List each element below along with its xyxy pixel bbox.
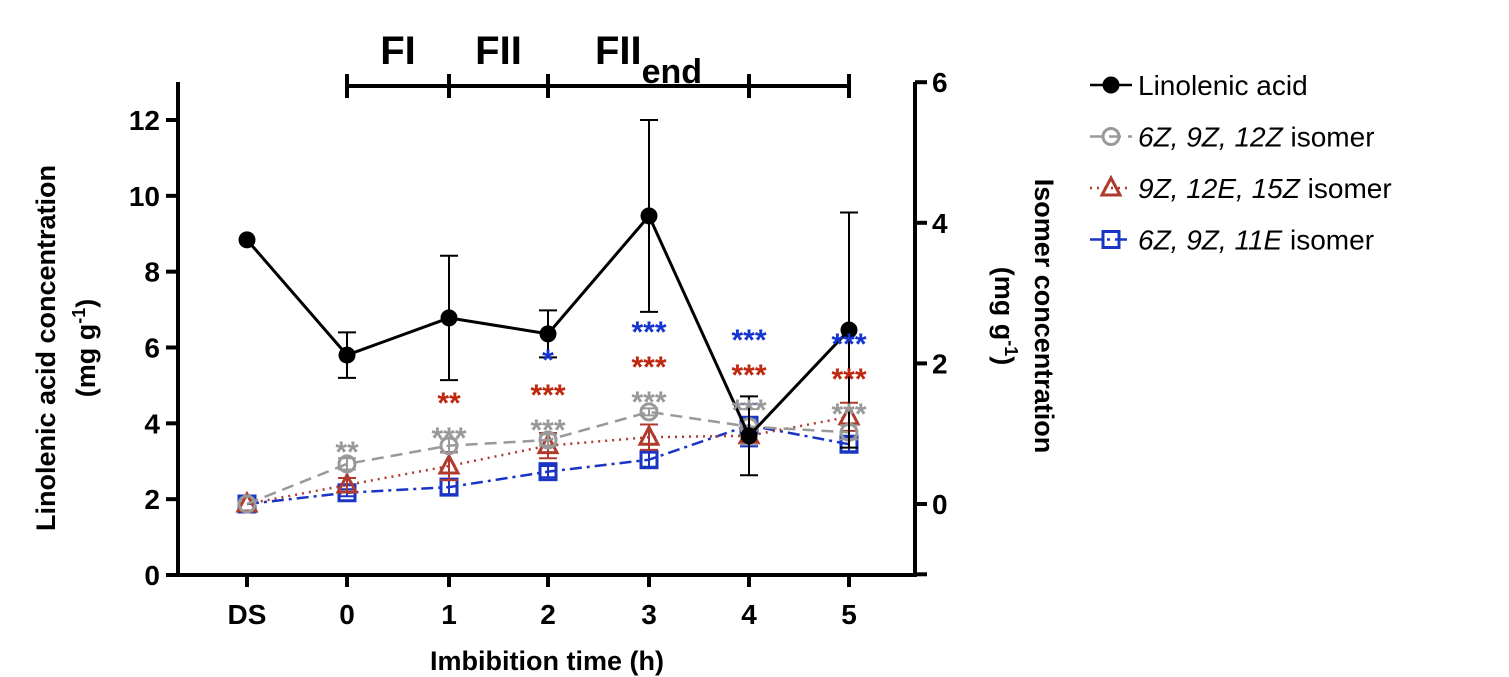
y-left-tick-label: 8 bbox=[144, 257, 160, 288]
significance-red: *** bbox=[731, 359, 766, 392]
data-point bbox=[538, 430, 558, 450]
superscript: -1 bbox=[69, 308, 89, 324]
legend-label: 9Z, 12E, 15Z isomer bbox=[1138, 173, 1392, 204]
y-right-tick-label: 4 bbox=[932, 208, 948, 239]
y-left-tick-label: 4 bbox=[144, 408, 160, 439]
y-left-label-line2: (mg g-1) bbox=[69, 299, 101, 398]
significance-red: ** bbox=[437, 387, 461, 420]
significance-blue: *** bbox=[831, 328, 866, 361]
data-point bbox=[337, 454, 357, 474]
legend-label: Linolenic acid bbox=[1138, 70, 1308, 101]
x-axis-label: Imbibition time (h) bbox=[430, 646, 664, 676]
data-point bbox=[740, 427, 758, 445]
data-point bbox=[1099, 174, 1123, 197]
data-point bbox=[437, 452, 461, 475]
significance-gray: *** bbox=[431, 422, 466, 455]
y-left-tick-label: 0 bbox=[144, 560, 160, 591]
y-left-label: Linolenic acid concentration (mg g-1) bbox=[31, 165, 101, 531]
y-right-label-line2: (mg g-1) bbox=[989, 267, 1021, 366]
x-tick-label: DS bbox=[228, 599, 267, 630]
data-point bbox=[1101, 127, 1121, 146]
legend-label-italic: 6Z, 9Z, 12Z bbox=[1138, 122, 1284, 153]
series-linolenic-acid bbox=[238, 119, 858, 477]
x-tick-label: 0 bbox=[339, 599, 355, 630]
data-point bbox=[539, 325, 557, 343]
x-tick-label: 4 bbox=[741, 599, 757, 630]
legend-item: 6Z, 9Z, 12Z isomer bbox=[1090, 122, 1375, 153]
legend-label-plain: isomer bbox=[1283, 122, 1375, 153]
legend-item: 9Z, 12E, 15Z isomer bbox=[1090, 173, 1392, 204]
data-point bbox=[237, 494, 257, 514]
legend-item: 6Z, 9Z, 11E isomer bbox=[1090, 225, 1374, 256]
significance-gray: *** bbox=[831, 398, 866, 431]
significance-red: *** bbox=[631, 351, 666, 384]
significance-annotations: ** **************************************… bbox=[335, 316, 867, 469]
significance-gray: *** bbox=[631, 386, 666, 419]
y-left-tick-label: 2 bbox=[144, 484, 160, 515]
y-right-tick-label: 2 bbox=[932, 348, 948, 379]
significance-blue: *** bbox=[631, 316, 666, 349]
data-point bbox=[1101, 230, 1121, 249]
significance-red: *** bbox=[530, 379, 565, 412]
legend-label-plain: isomer bbox=[1300, 173, 1392, 204]
data-point bbox=[1102, 76, 1120, 94]
phase-label: FIIend bbox=[595, 29, 702, 91]
legend-label-plain: isomer bbox=[1282, 225, 1374, 256]
data-point bbox=[637, 424, 661, 446]
data-point bbox=[840, 321, 858, 339]
data-point bbox=[639, 402, 659, 422]
data-point bbox=[338, 346, 356, 364]
data-point bbox=[640, 207, 658, 225]
y-right-tick-label: 6 bbox=[932, 67, 948, 98]
x-tick-label: 1 bbox=[441, 599, 457, 630]
significance-gray: *** bbox=[530, 414, 565, 447]
phase-label: FII bbox=[475, 29, 522, 73]
data-point bbox=[335, 471, 359, 494]
phase-label: FI bbox=[380, 29, 416, 73]
legend-label: 6Z, 9Z, 12Z isomer bbox=[1138, 122, 1375, 153]
significance-red: *** bbox=[831, 363, 866, 396]
x-tick-label: 3 bbox=[641, 599, 657, 630]
phase-bracket: FI FII FIIend bbox=[345, 29, 851, 98]
data-point bbox=[538, 462, 558, 482]
y-right-tick-label: 0 bbox=[932, 489, 948, 520]
y-left-tick-label: 10 bbox=[129, 181, 160, 212]
x-tick-label: 2 bbox=[540, 599, 556, 630]
y-right-label: Isomer concentration (mg g-1) bbox=[989, 179, 1059, 454]
x-tick-label: 5 bbox=[841, 599, 857, 630]
superscript: -1 bbox=[1001, 340, 1021, 356]
significance-blue: * bbox=[542, 344, 554, 377]
significance-blue: *** bbox=[731, 324, 766, 357]
data-point bbox=[238, 231, 256, 249]
significance-gray: ** bbox=[335, 436, 359, 469]
legend-label: 6Z, 9Z, 11E isomer bbox=[1138, 225, 1374, 256]
legend-label-italic: 9Z, 12E, 15Z bbox=[1138, 173, 1301, 204]
series-group bbox=[235, 119, 861, 514]
y-left-tick-label: 6 bbox=[144, 333, 160, 364]
phase-label-subscript: end bbox=[642, 53, 702, 91]
legend-label-italic: 6Z, 9Z, 11E bbox=[1138, 225, 1283, 256]
y-left-tick-label: 12 bbox=[129, 105, 160, 136]
data-point bbox=[639, 450, 659, 470]
y-left-label-line1: Linolenic acid concentration bbox=[31, 165, 61, 531]
data-point bbox=[536, 432, 560, 455]
data-point bbox=[440, 309, 458, 327]
significance-gray: *** bbox=[731, 394, 766, 427]
legend-item: Linolenic acid bbox=[1090, 70, 1308, 101]
data-point bbox=[439, 436, 459, 456]
y-right-label-line1: Isomer concentration bbox=[1029, 179, 1059, 454]
